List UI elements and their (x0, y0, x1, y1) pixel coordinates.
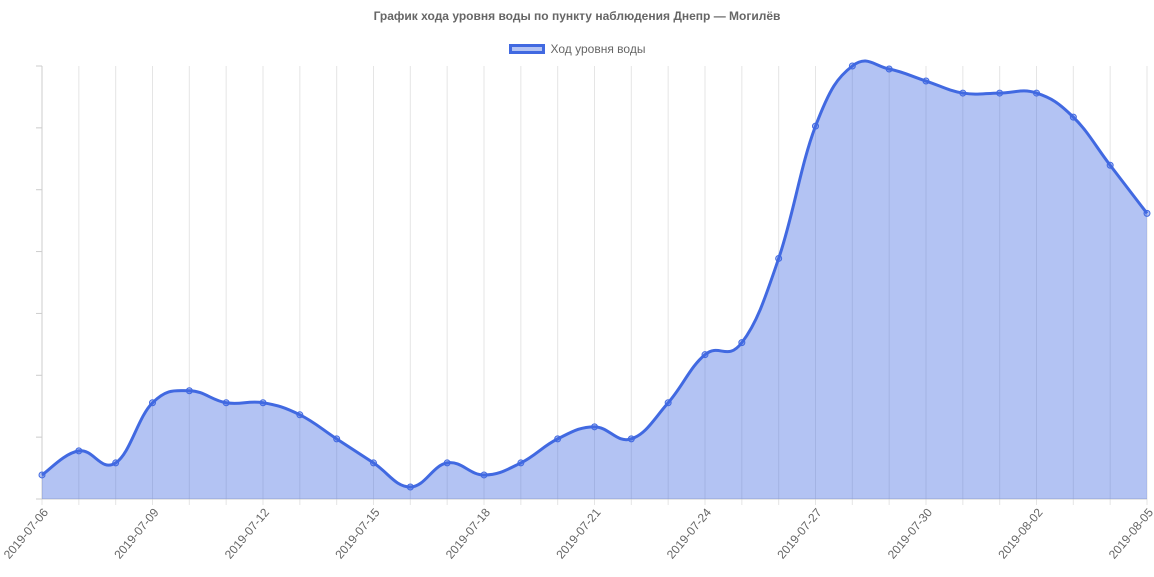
x-tick-label: 2019-07-18 (443, 505, 493, 561)
data-point (959, 89, 967, 97)
data-point (259, 399, 267, 407)
data-point (775, 254, 783, 262)
data-point (1033, 89, 1040, 97)
data-point (406, 483, 414, 491)
legend-label: Ход уровня воды (550, 42, 646, 56)
legend[interactable]: Ход уровня воды (0, 42, 1154, 56)
data-point (627, 435, 635, 443)
grid-layer (36, 65, 1148, 505)
data-point (1106, 161, 1114, 169)
data-point (296, 411, 304, 419)
data-point (591, 423, 598, 431)
data-point (885, 65, 893, 73)
data-point (75, 447, 83, 455)
data-point (480, 471, 488, 479)
x-tick-label: 2019-07-27 (774, 505, 824, 561)
data-point (812, 122, 819, 130)
data-point (185, 387, 193, 395)
data-point (38, 471, 46, 479)
data-point (1143, 209, 1151, 217)
data-point (517, 459, 525, 467)
data-point (996, 89, 1004, 97)
data-point (443, 459, 451, 467)
data-point (370, 459, 377, 467)
chart-title: График хода уровня воды по пункту наблюд… (373, 9, 781, 23)
x-tick-label: 2019-07-09 (111, 505, 161, 561)
data-point (112, 459, 120, 467)
x-tick-label: 2019-07-21 (553, 505, 603, 561)
series-layer (41, 59, 1149, 500)
point-layer (38, 62, 1151, 491)
series-line (41, 59, 1149, 489)
x-tick-label: 2019-08-05 (1106, 505, 1154, 561)
data-point (554, 435, 562, 443)
data-point (922, 77, 930, 85)
x-tick-label: 2019-07-30 (885, 505, 935, 561)
data-point (1069, 113, 1077, 121)
x-tick-label: 2019-07-06 (1, 505, 51, 561)
data-point (848, 62, 856, 70)
series-area-fill (42, 61, 1147, 500)
x-tick-label: 2019-08-02 (995, 505, 1045, 561)
x-tick-label: 2019-07-15 (332, 505, 382, 561)
data-point (738, 339, 746, 347)
x-tick-label: 2019-07-24 (664, 505, 714, 561)
data-point (664, 399, 672, 407)
data-point (701, 351, 709, 359)
x-tick-labels: 2019-07-06 2019-07-09 2019-07-12 2019-07-15… (1, 505, 1154, 561)
legend-swatch (508, 44, 545, 54)
x-tick-label: 2019-07-12 (222, 505, 272, 561)
data-point (333, 435, 341, 443)
data-point (222, 399, 230, 407)
data-point (149, 399, 156, 407)
